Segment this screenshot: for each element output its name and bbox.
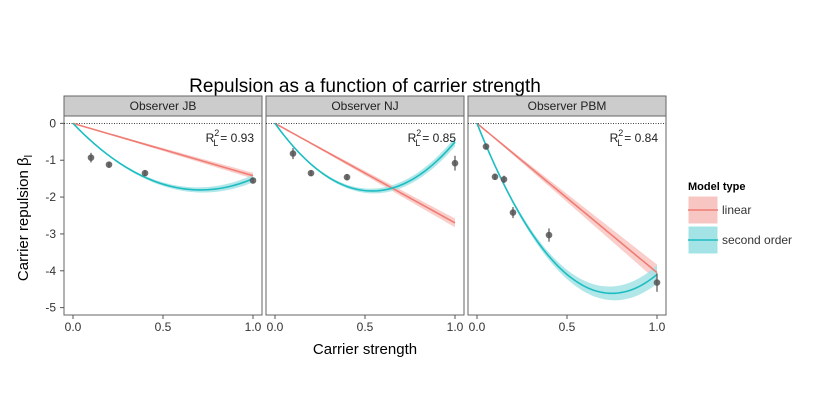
data-point-3	[500, 175, 508, 184]
facet-panel-1: Observer JB R2 L = 0.93 0.0 0.5 1.0 0 -1 -2 -3 -4 -5	[45, 95, 263, 334]
second-order-fit-line	[274, 122, 456, 192]
data-point-marker	[653, 279, 661, 286]
data-point-2	[491, 173, 499, 181]
r-squared-letter: R	[408, 131, 417, 145]
y-axis-title-main: Carrier repulsion β	[15, 157, 32, 281]
data-point-marker	[249, 177, 257, 184]
y-tick-label: -1	[45, 153, 56, 167]
y-axis-title-subscript: l	[23, 155, 35, 157]
data-point-4	[451, 155, 459, 171]
linear-fit-line	[72, 122, 254, 177]
facet-strip-label: Observer NJ	[331, 99, 398, 113]
r-squared-label: R2 L = 0.84	[610, 128, 659, 148]
r-squared-superscript: 2	[618, 128, 623, 138]
y-tick-label: -2	[45, 190, 56, 204]
data-point-marker	[307, 169, 315, 177]
r-squared-subscript: L	[617, 138, 622, 148]
legend: Model type linear second order	[687, 181, 792, 255]
y-tick-label: -4	[45, 264, 56, 278]
data-point-3	[141, 169, 149, 177]
r-squared-letter: R	[206, 131, 215, 145]
x-tick-label: 0.5	[357, 320, 374, 334]
r-squared-subscript: L	[415, 138, 420, 148]
data-point-1	[289, 148, 297, 160]
data-point-marker	[500, 176, 508, 183]
data-point-marker	[451, 159, 459, 167]
data-point-5	[545, 228, 553, 242]
chart-title: Repulsion as a function of carrier stren…	[189, 76, 541, 97]
legend-entry-linear: linear	[687, 195, 751, 225]
data-point-marker	[482, 143, 490, 150]
x-tick-label: 0.0	[267, 320, 284, 334]
data-point-1	[87, 152, 95, 163]
r-squared-label: R2 L = 0.93	[206, 128, 255, 148]
linear-confidence-band	[477, 123, 657, 281]
data-point-marker	[509, 209, 517, 216]
r-squared-value: = 0.93	[220, 131, 254, 145]
facet-panel-2: Observer NJ R2 L = 0.85 0.0 0.5 1.0	[265, 95, 465, 334]
panel-background	[265, 115, 465, 316]
facet-strip-label: Observer PBM	[528, 99, 607, 113]
facet-strip-label: Observer JB	[130, 99, 197, 113]
legend-entry-second-order: second order	[687, 225, 792, 255]
panel-background	[63, 115, 263, 316]
x-tick-label: 0.0	[469, 320, 486, 334]
data-point-marker	[87, 154, 95, 161]
x-tick-label: 1.0	[447, 320, 464, 334]
linear-fit-line	[274, 122, 456, 224]
legend-title: Model type	[688, 181, 745, 193]
r-squared-label: R2 L = 0.85	[408, 128, 457, 148]
data-point-4	[249, 177, 257, 184]
r-squared-value: = 0.85	[422, 131, 456, 145]
second-order-fit-line	[72, 122, 254, 191]
facet-panel-3: Observer PBM R2 L = 0.84 0.0 0.5 1.0	[467, 95, 667, 334]
linear-fit-line	[476, 122, 658, 274]
legend-label: second order	[722, 233, 792, 247]
r-squared-superscript: 2	[416, 128, 421, 138]
x-tick-label: 0.0	[65, 320, 82, 334]
x-tick-label: 0.5	[559, 320, 576, 334]
r-squared-superscript: 2	[214, 128, 219, 138]
data-point-marker	[343, 173, 351, 181]
y-axis-title: Carrier repulsion βl	[15, 155, 35, 281]
second-order-fit-line	[476, 123, 658, 295]
x-tick-label: 1.0	[245, 320, 262, 334]
x-axis-title: Carrier strength	[313, 341, 417, 358]
y-tick-label: 0	[49, 116, 56, 130]
linear-confidence-band	[275, 123, 455, 228]
r-squared-subscript: L	[213, 138, 218, 148]
data-point-2	[105, 161, 113, 168]
data-point-4	[509, 207, 517, 219]
data-point-6	[653, 273, 661, 292]
data-point-marker	[105, 161, 113, 168]
x-tick-label: 1.0	[649, 320, 666, 334]
data-point-1	[482, 143, 490, 150]
r-squared-letter: R	[610, 131, 619, 145]
data-point-marker	[141, 169, 149, 177]
second-order-confidence-band	[477, 123, 657, 301]
data-point-marker	[289, 150, 297, 157]
x-tick-label: 0.5	[155, 320, 172, 334]
data-point-3	[343, 173, 351, 181]
r-squared-value: = 0.84	[624, 131, 658, 145]
y-tick-label: -5	[45, 301, 56, 315]
legend-label: linear	[722, 203, 751, 217]
data-point-marker	[545, 231, 553, 239]
data-point-marker	[491, 173, 499, 181]
data-point-2	[307, 169, 315, 177]
y-tick-label: -3	[45, 227, 56, 241]
